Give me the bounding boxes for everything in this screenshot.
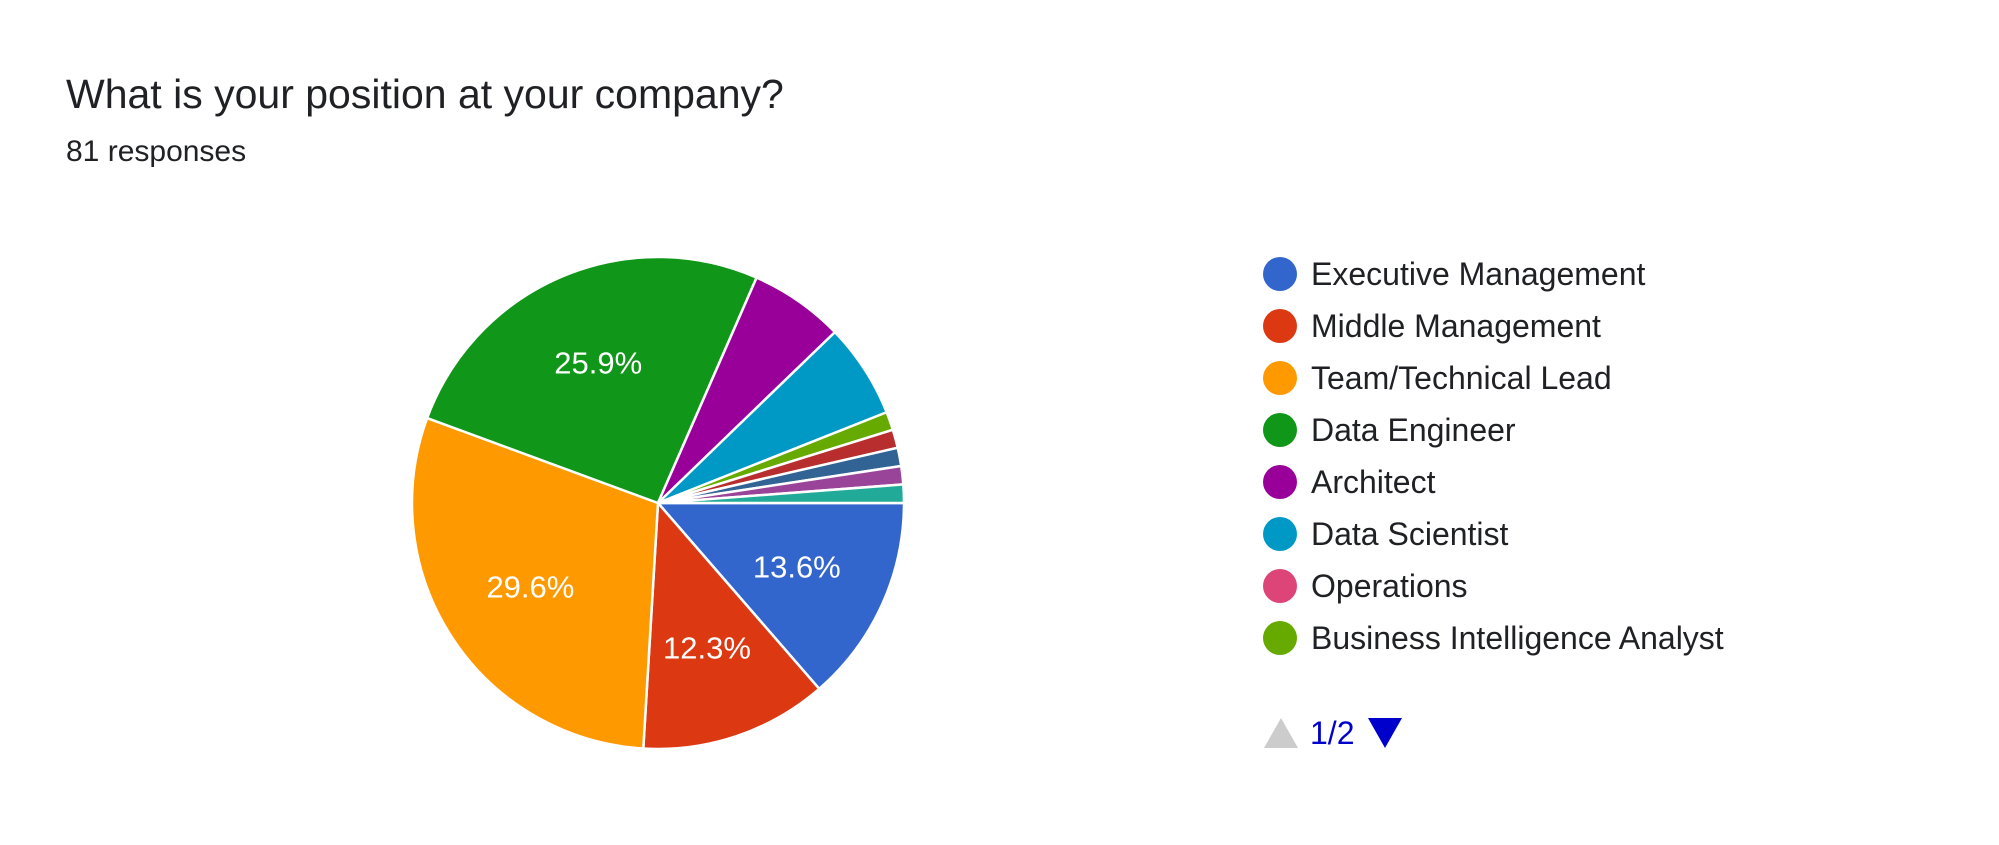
response-count: 81 responses [66, 135, 247, 168]
legend-label: Middle Management [1311, 308, 1601, 344]
legend-swatch-icon [1263, 569, 1297, 603]
chart-legend: Executive Management Middle Management Tea… [1263, 248, 1724, 664]
legend-swatch-icon [1263, 465, 1297, 499]
legend-label: Executive Management [1311, 256, 1646, 292]
legend-label: Data Engineer [1311, 412, 1516, 448]
legend-item-data-scientist[interactable]: Data Scientist [1263, 508, 1724, 560]
legend-item-data-engineer[interactable]: Data Engineer [1263, 404, 1724, 456]
legend-swatch-icon [1263, 517, 1297, 551]
legend-swatch-icon [1263, 413, 1297, 447]
triangle-up-icon [1264, 718, 1298, 748]
legend-label: Data Scientist [1311, 516, 1509, 552]
legend-page-indicator: 1/2 [1310, 714, 1355, 751]
legend-swatch-icon [1263, 309, 1297, 343]
legend-swatch-icon [1263, 257, 1297, 291]
legend-label: Operations [1311, 568, 1468, 604]
pie-slice-executive-management[interactable] [656, 501, 906, 691]
pie-slice-team-technical-lead[interactable] [410, 416, 660, 750]
legend-item-executive-management[interactable]: Executive Management [1263, 248, 1724, 300]
legend-item-business-intelligence-analyst[interactable]: Business Intelligence Analyst [1263, 612, 1724, 664]
slice-percent-label: 13.6% [753, 549, 841, 584]
legend-label: Business Intelligence Analyst [1311, 620, 1724, 656]
legend-item-operations[interactable]: Operations [1263, 560, 1724, 612]
pie-slice-data-engineer[interactable] [425, 255, 758, 505]
slice-percent-label: 12.3% [663, 630, 751, 665]
legend-swatch-icon [1263, 361, 1297, 395]
slice-percent-label: 25.9% [554, 346, 642, 381]
slice-percent-label: 29.6% [486, 570, 574, 605]
legend-label: Architect [1311, 464, 1436, 500]
legend-label: Team/Technical Lead [1311, 360, 1612, 396]
pie-slice-slice-11[interactable] [656, 483, 906, 505]
triangle-down-icon[interactable] [1368, 718, 1403, 748]
chart-title: What is your position at your company? [66, 71, 784, 117]
legend-swatch-icon [1263, 621, 1297, 655]
legend-pager: 1/2 [1264, 713, 1403, 753]
legend-item-team-technical-lead[interactable]: Team/Technical Lead [1263, 352, 1724, 404]
legend-item-middle-management[interactable]: Middle Management [1263, 300, 1724, 352]
pie-slice-middle-management[interactable] [642, 501, 821, 751]
legend-item-architect[interactable]: Architect [1263, 456, 1724, 508]
